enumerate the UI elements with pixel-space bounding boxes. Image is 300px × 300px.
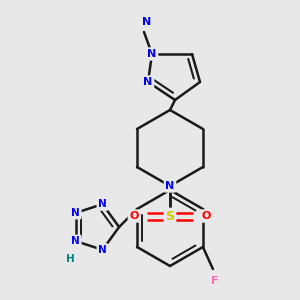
Text: H: H: [66, 254, 75, 264]
Text: N: N: [98, 245, 107, 255]
Text: N: N: [71, 236, 80, 246]
Text: O: O: [129, 211, 139, 221]
Text: N: N: [143, 77, 153, 87]
Text: N: N: [165, 181, 175, 191]
Text: S: S: [166, 209, 175, 223]
Text: N: N: [147, 49, 157, 59]
Text: F: F: [211, 276, 219, 286]
Text: N: N: [98, 199, 107, 209]
Text: N: N: [142, 17, 152, 27]
Text: O: O: [201, 211, 211, 221]
Text: N: N: [71, 208, 80, 218]
